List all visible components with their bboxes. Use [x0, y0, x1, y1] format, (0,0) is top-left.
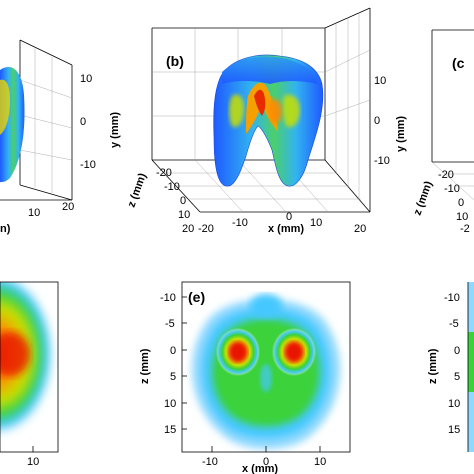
z-tick: 0: [458, 197, 464, 209]
z-tick: -10: [160, 292, 176, 304]
y-axis-label: y (mm): [395, 116, 407, 152]
panel-bottom-right: -10 -5 0 5 10 15 z (mm): [427, 282, 474, 452]
y-axis-label: y (mm): [109, 112, 121, 148]
x-tick-marks: [211, 446, 321, 452]
panel-label: (b): [166, 53, 184, 69]
z-tick: 20: [182, 223, 194, 235]
y-tick: 10: [374, 75, 386, 87]
z-axis-label: z (mm): [139, 348, 151, 384]
z-axis-label: z (mm): [427, 348, 439, 384]
panel-top-left: 10 0 -10 y (mm) 10 20 n): [0, 39, 121, 235]
z-tick: 10: [448, 398, 460, 410]
axes-box: [431, 29, 474, 163]
x-tick: 0: [286, 211, 292, 223]
x-axis-label: x (mm): [268, 223, 304, 235]
z-tick: -10: [164, 181, 180, 193]
panel-e: (e) -10 -5 0 5 10 15 z (mm) -10 0 10 x (…: [139, 281, 351, 474]
z-tick: -10: [444, 292, 460, 304]
z-tick: 10: [178, 209, 190, 221]
y-tick: 10: [80, 73, 92, 85]
grid-lines: [431, 161, 474, 201]
x-tick: -2: [460, 223, 470, 235]
z-tick: 0: [170, 345, 176, 357]
shell-hot-region: [0, 79, 10, 135]
z-tick: 15: [448, 424, 460, 436]
panel-c: (c -20 -10 0 10 z (mm) -2: [412, 29, 474, 235]
panel-b: (b) 10 0 -10 y (mm) -20 -10 0 10 20 z (m…: [126, 7, 407, 235]
z-tick: 0: [180, 195, 186, 207]
heatmap-plot: [468, 282, 474, 452]
z-tick: -20: [156, 167, 172, 179]
x-tick: -10: [232, 217, 248, 229]
z-tick: 0: [454, 345, 460, 357]
z-tick: -5: [165, 318, 175, 330]
axes-frame: [0, 281, 59, 453]
z-tick-marks: [182, 296, 187, 430]
z-tick: -5: [449, 318, 459, 330]
panel-bottom-left: 10: [0, 281, 59, 468]
z-tick: 5: [170, 371, 176, 383]
z-axis-label: z (mm): [412, 179, 436, 217]
x-tick: 10: [27, 456, 39, 468]
x-tick: -10: [202, 456, 218, 468]
x-tick: -20: [198, 223, 214, 235]
x-tick: 10: [28, 207, 40, 219]
z-tick: 15: [164, 424, 176, 436]
x-axis-label-fragment: n): [0, 223, 11, 235]
grid-lines: [19, 48, 73, 193]
shell-surface: [213, 54, 324, 187]
panel-label: (c: [452, 55, 465, 71]
y-tick: -10: [374, 155, 390, 167]
x-tick: 0: [263, 456, 269, 468]
x-tick: 20: [354, 223, 366, 235]
panel-label: (e): [188, 289, 205, 305]
x-tick: 10: [310, 217, 322, 229]
x-tick: 10: [314, 456, 326, 468]
heatmap-plot: [192, 294, 340, 449]
y-tick: 0: [80, 116, 86, 128]
z-tick: 5: [454, 371, 460, 383]
y-tick: -10: [80, 159, 96, 171]
z-tick: -10: [444, 183, 460, 195]
z-tick: 10: [164, 398, 176, 410]
x-axis-label: x (mm): [242, 463, 278, 474]
heatmap-plot: [0, 282, 56, 438]
z-tick: -20: [438, 169, 454, 181]
z-axis-label: z (mm): [126, 171, 150, 209]
z-tick: 10: [456, 211, 468, 223]
x-tick: 20: [62, 201, 74, 213]
y-tick: 0: [374, 115, 380, 127]
